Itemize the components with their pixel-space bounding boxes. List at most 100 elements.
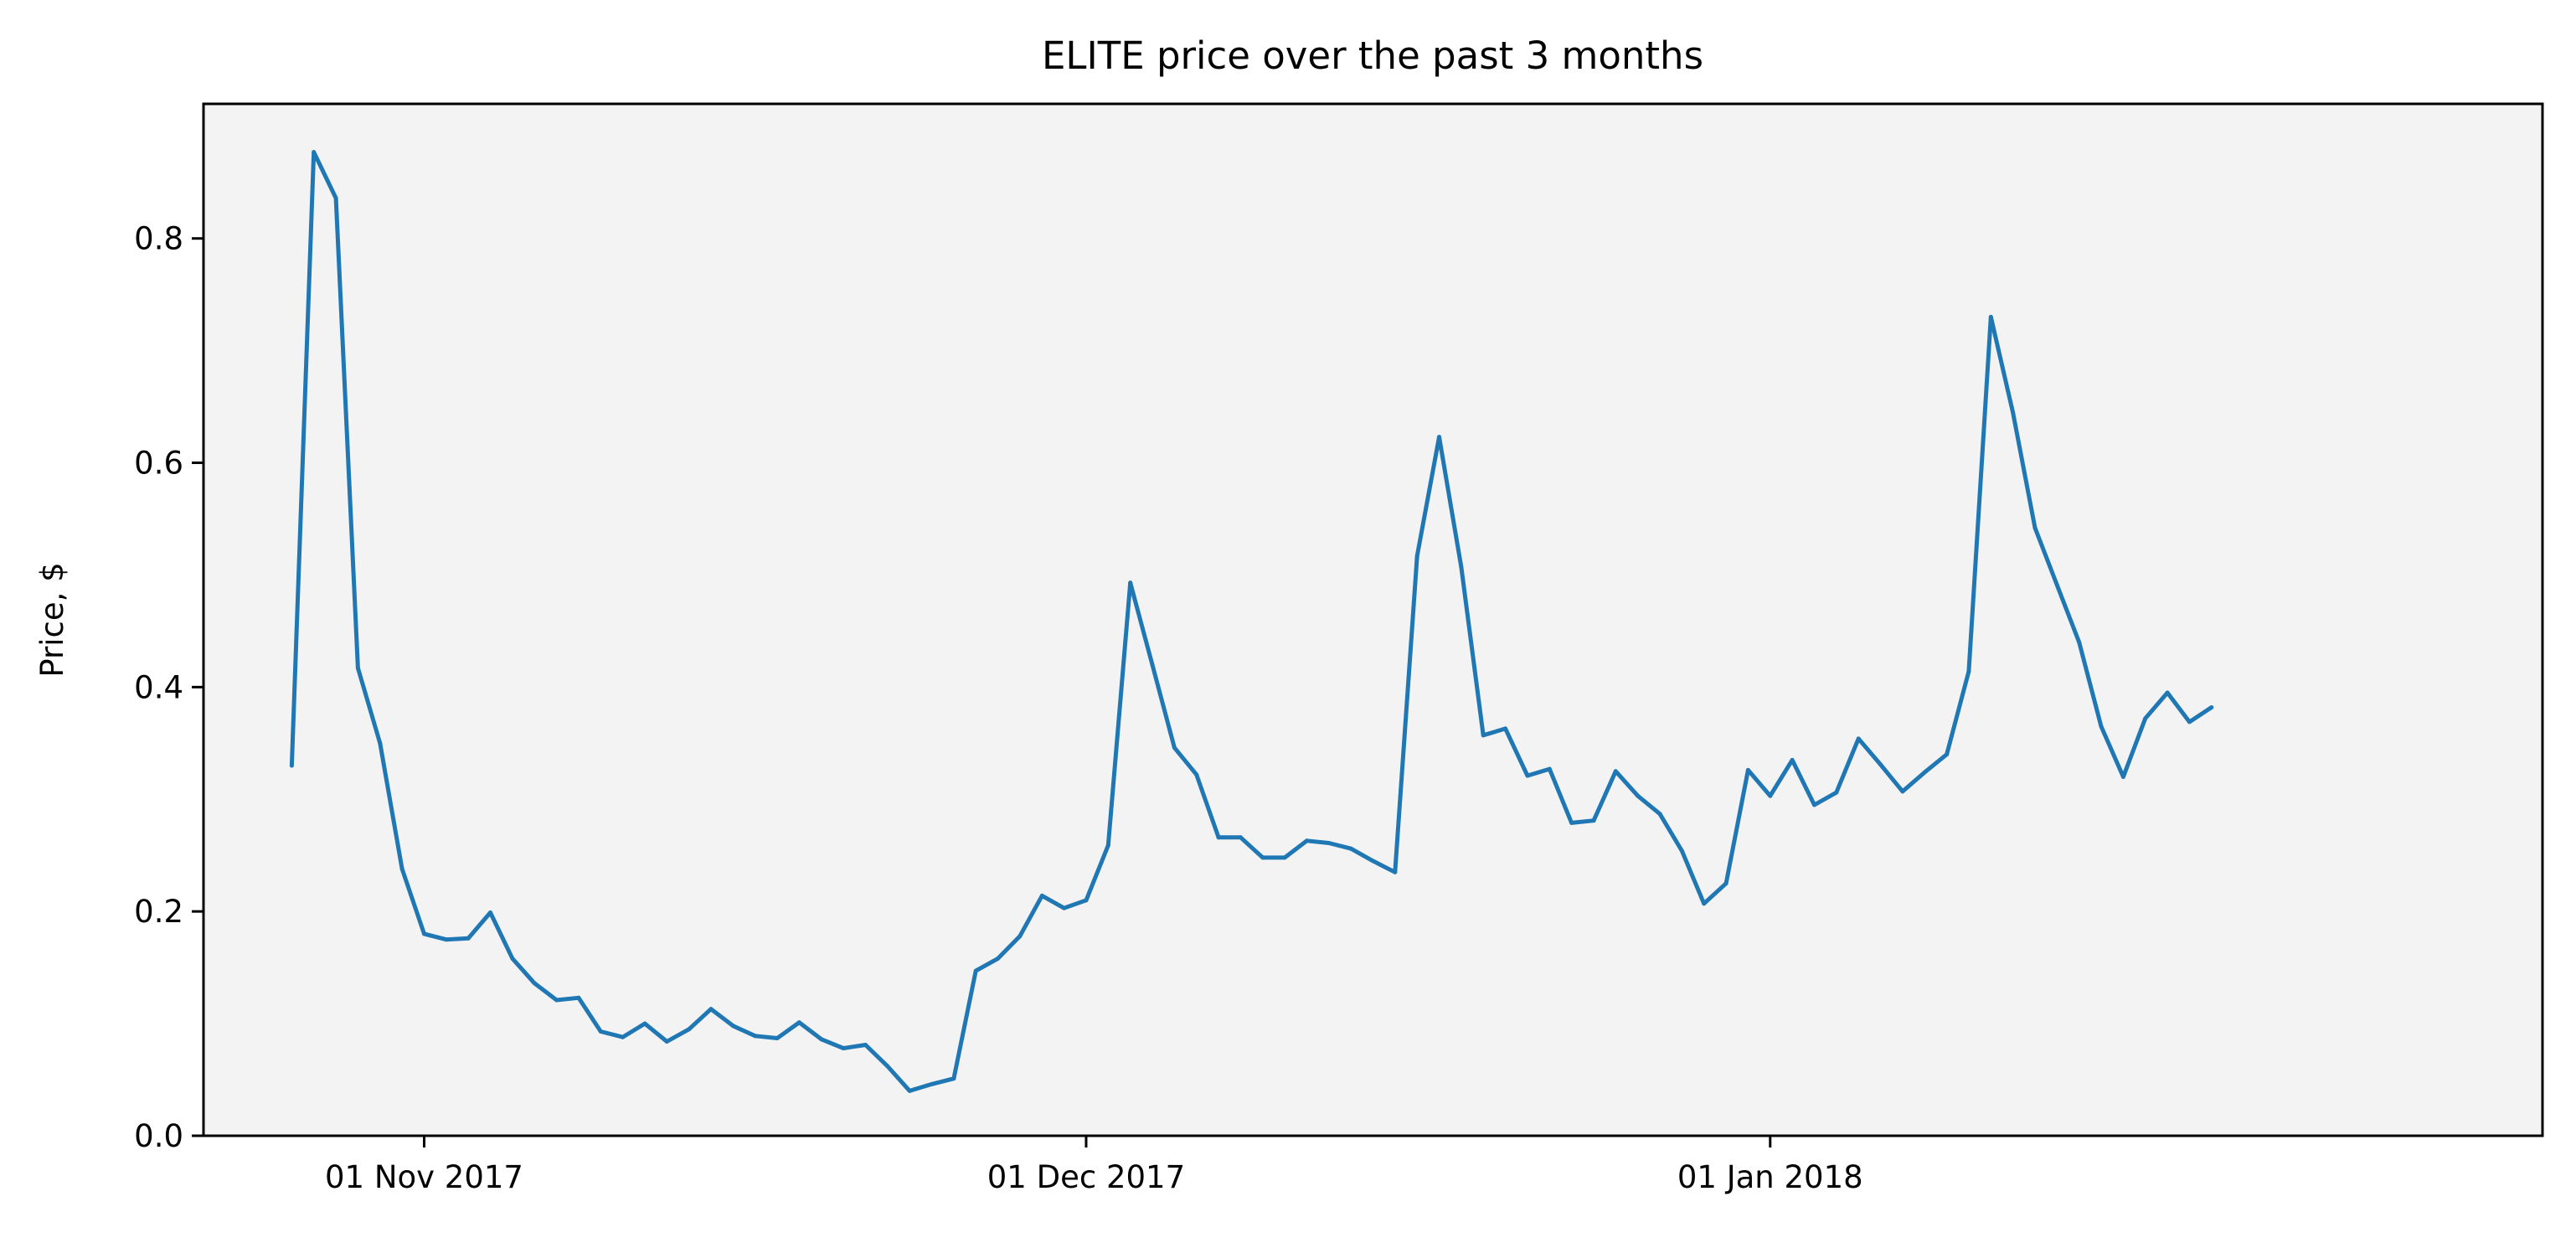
- data-point: [1150, 663, 1155, 668]
- data-point: [2077, 640, 2082, 645]
- data-point: [1216, 835, 1221, 840]
- y-tick-label: 0.2: [134, 894, 183, 930]
- data-point: [708, 1007, 714, 1012]
- data-point: [1105, 843, 1110, 848]
- data-point: [1172, 745, 1177, 750]
- data-point: [1569, 820, 1574, 825]
- data-point: [1018, 934, 1023, 939]
- y-tick-label: 0.6: [134, 446, 183, 482]
- data-point: [1657, 812, 1662, 817]
- data-point: [1039, 893, 1044, 898]
- data-point: [1702, 901, 1707, 906]
- data-point: [973, 968, 978, 973]
- data-point: [951, 1076, 956, 1081]
- data-point: [2099, 724, 2104, 729]
- data-point: [466, 936, 471, 941]
- data-point: [664, 1039, 669, 1044]
- data-point: [1679, 848, 1684, 853]
- data-point: [1636, 793, 1641, 798]
- data-point: [2011, 410, 2016, 415]
- data-point: [687, 1027, 692, 1032]
- data-point: [996, 956, 1001, 961]
- data-point: [554, 998, 559, 1003]
- data-point: [730, 1024, 735, 1029]
- data-point: [2032, 525, 2038, 530]
- data-point: [1945, 752, 1950, 757]
- data-point: [2187, 719, 2192, 725]
- x-axis: 01 Nov 2017 01 Dec 2017 01 Jan 2018: [325, 1136, 1863, 1195]
- data-point: [885, 1064, 890, 1069]
- data-point: [841, 1046, 846, 1050]
- x-tick-label: 01 Nov 2017: [325, 1159, 523, 1195]
- data-point: [1613, 769, 1618, 774]
- data-point: [1525, 773, 1530, 778]
- data-point: [1790, 757, 1795, 762]
- data-point: [444, 937, 449, 942]
- y-tick-label: 0.0: [134, 1118, 183, 1154]
- y-axis-label: Price, $: [34, 562, 70, 677]
- data-point: [598, 1029, 603, 1034]
- data-point: [532, 981, 537, 986]
- data-point: [2120, 775, 2125, 779]
- data-point: [1437, 435, 1441, 440]
- series-line: [289, 150, 2213, 1093]
- data-point: [2143, 716, 2148, 721]
- data-point: [1988, 314, 1993, 319]
- data-point: [312, 150, 317, 155]
- data-point: [1768, 793, 1773, 798]
- data-point: [1128, 580, 1133, 585]
- data-point: [1900, 789, 1905, 794]
- series-layer: [289, 150, 2214, 1093]
- chart-title: ELITE price over the past 3 months: [1042, 34, 1703, 78]
- data-point: [1547, 766, 1552, 771]
- data-point: [1723, 881, 1728, 886]
- x-tick-label: 01 Dec 2017: [987, 1159, 1185, 1195]
- data-point: [1878, 762, 1883, 767]
- data-point: [510, 956, 515, 961]
- y-tick-label: 0.8: [134, 221, 183, 257]
- data-point: [775, 1036, 780, 1040]
- plot-area: [204, 104, 2543, 1136]
- data-point: [1238, 835, 1243, 840]
- data-point: [289, 763, 294, 768]
- data-point: [2165, 690, 2170, 695]
- data-point: [1371, 859, 1375, 864]
- data-point: [1481, 733, 1486, 738]
- data-point: [930, 1081, 934, 1086]
- data-point: [907, 1088, 912, 1093]
- data-point: [1922, 770, 1927, 775]
- data-point: [819, 1037, 824, 1042]
- data-point: [378, 740, 383, 745]
- data-point: [1260, 855, 1265, 860]
- data-point: [1856, 736, 1861, 741]
- data-point: [333, 196, 338, 200]
- data-point: [1393, 869, 1398, 874]
- data-point: [621, 1034, 626, 1039]
- data-point: [399, 866, 404, 871]
- data-point: [1591, 818, 1596, 823]
- data-point: [1834, 790, 1839, 795]
- data-point: [576, 995, 581, 1000]
- data-point: [2209, 705, 2214, 709]
- plot-frame: [202, 102, 2544, 1137]
- data-point: [422, 931, 426, 936]
- data-point: [1305, 838, 1309, 843]
- data-point: [1194, 772, 1199, 777]
- data-point: [753, 1034, 758, 1039]
- data-point: [1414, 554, 1419, 559]
- data-point: [1282, 855, 1287, 860]
- data-point: [488, 910, 492, 915]
- data-point: [1745, 767, 1750, 772]
- data-point: [1459, 565, 1464, 570]
- data-point: [355, 666, 360, 671]
- x-tick-label: 01 Jan 2018: [1677, 1159, 1863, 1195]
- data-point: [1812, 802, 1816, 807]
- y-axis: 0.0 0.2 0.4 0.6 0.8: [134, 221, 204, 1154]
- data-point: [1327, 841, 1332, 845]
- data-point: [1062, 905, 1067, 910]
- data-point: [2054, 583, 2059, 587]
- y-tick-label: 0.4: [134, 669, 183, 705]
- data-point: [1966, 669, 1971, 674]
- data-point: [642, 1021, 647, 1026]
